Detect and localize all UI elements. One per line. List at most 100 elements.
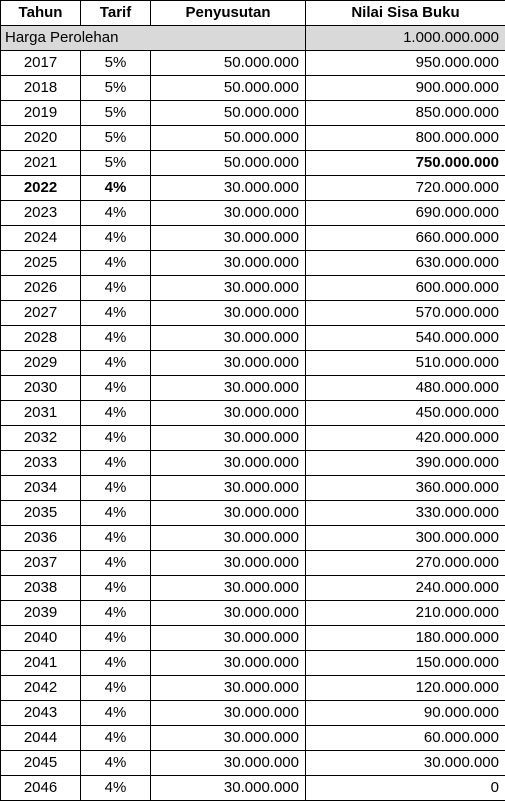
cell-penyusutan: 30.000.000 [151,201,306,226]
cell-tarif: 4% [81,301,151,326]
header-tahun: Tahun [1,1,81,26]
table-row: 20175%50.000.000950.000.000 [1,51,505,76]
cell-penyusutan: 50.000.000 [151,151,306,176]
cell-nilai: 850.000.000 [306,101,505,126]
cell-penyusutan: 30.000.000 [151,476,306,501]
cell-tarif: 4% [81,326,151,351]
table-row: 20454%30.000.00030.000.000 [1,751,505,776]
cell-tahun: 2027 [1,301,81,326]
cell-penyusutan: 30.000.000 [151,701,306,726]
cell-penyusutan: 30.000.000 [151,226,306,251]
cell-nilai: 690.000.000 [306,201,505,226]
cell-tahun: 2037 [1,551,81,576]
cell-tahun: 2034 [1,476,81,501]
cell-nilai: 360.000.000 [306,476,505,501]
cell-nilai: 600.000.000 [306,276,505,301]
cell-tahun: 2042 [1,676,81,701]
cell-nilai: 570.000.000 [306,301,505,326]
cell-tarif: 4% [81,676,151,701]
cell-tahun: 2030 [1,376,81,401]
cell-tahun: 2031 [1,401,81,426]
cell-nilai: 210.000.000 [306,601,505,626]
cell-penyusutan: 30.000.000 [151,526,306,551]
cell-tahun: 2038 [1,576,81,601]
cell-nilai: 540.000.000 [306,326,505,351]
table-row: 20314%30.000.000450.000.000 [1,401,505,426]
table-row: 20414%30.000.000150.000.000 [1,651,505,676]
cell-penyusutan: 30.000.000 [151,451,306,476]
cell-tarif: 4% [81,651,151,676]
cell-tarif: 4% [81,626,151,651]
depreciation-table: Tahun Tarif Penyusutan Nilai Sisa Buku H… [0,0,505,801]
table-row: 20464%30.000.0000 [1,776,505,801]
cell-nilai: 60.000.000 [306,726,505,751]
table-row: 20424%30.000.000120.000.000 [1,676,505,701]
cell-tarif: 4% [81,701,151,726]
cell-nilai: 240.000.000 [306,576,505,601]
header-nilai: Nilai Sisa Buku [306,1,505,26]
cell-nilai: 660.000.000 [306,226,505,251]
table-row: 20374%30.000.000270.000.000 [1,551,505,576]
cell-tarif: 4% [81,451,151,476]
cell-nilai: 90.000.000 [306,701,505,726]
cell-nilai: 900.000.000 [306,76,505,101]
cell-tahun: 2029 [1,351,81,376]
cell-tahun: 2033 [1,451,81,476]
cell-nilai: 270.000.000 [306,551,505,576]
table-row: 20185%50.000.000900.000.000 [1,76,505,101]
cell-nilai: 300.000.000 [306,526,505,551]
cell-nilai: 120.000.000 [306,676,505,701]
table-row: 20434%30.000.00090.000.000 [1,701,505,726]
cell-nilai: 450.000.000 [306,401,505,426]
cell-nilai: 510.000.000 [306,351,505,376]
cell-penyusutan: 30.000.000 [151,426,306,451]
cell-penyusutan: 30.000.000 [151,176,306,201]
cell-tarif: 4% [81,476,151,501]
cell-nilai: 630.000.000 [306,251,505,276]
cell-nilai: 750.000.000 [306,151,505,176]
cell-penyusutan: 30.000.000 [151,551,306,576]
cell-nilai: 720.000.000 [306,176,505,201]
cell-penyusutan: 30.000.000 [151,751,306,776]
header-penyusutan: Penyusutan [151,1,306,26]
table-row: 20205%50.000.000800.000.000 [1,126,505,151]
cell-nilai: 390.000.000 [306,451,505,476]
table-row: 20354%30.000.000330.000.000 [1,501,505,526]
table-row: 20274%30.000.000570.000.000 [1,301,505,326]
cell-tarif: 4% [81,276,151,301]
cell-penyusutan: 30.000.000 [151,576,306,601]
cell-tahun: 2020 [1,126,81,151]
cell-penyusutan: 30.000.000 [151,626,306,651]
cell-penyusutan: 30.000.000 [151,401,306,426]
harga-value: 1.000.000.000 [306,26,505,51]
cell-penyusutan: 30.000.000 [151,776,306,801]
header-tarif: Tarif [81,1,151,26]
cell-nilai: 150.000.000 [306,651,505,676]
cell-tarif: 5% [81,151,151,176]
cell-penyusutan: 50.000.000 [151,126,306,151]
cell-tarif: 5% [81,126,151,151]
cell-tahun: 2045 [1,751,81,776]
table-row: 20244%30.000.000660.000.000 [1,226,505,251]
cell-penyusutan: 30.000.000 [151,301,306,326]
table-row: 20334%30.000.000390.000.000 [1,451,505,476]
table-row: 20264%30.000.000600.000.000 [1,276,505,301]
cell-nilai: 30.000.000 [306,751,505,776]
table-row: 20364%30.000.000300.000.000 [1,526,505,551]
cell-penyusutan: 30.000.000 [151,601,306,626]
cell-nilai: 420.000.000 [306,426,505,451]
cell-tarif: 4% [81,426,151,451]
cell-tahun: 2041 [1,651,81,676]
cell-tarif: 4% [81,226,151,251]
cell-tahun: 2023 [1,201,81,226]
cell-penyusutan: 30.000.000 [151,326,306,351]
cell-tarif: 4% [81,376,151,401]
table-row: 20294%30.000.000510.000.000 [1,351,505,376]
table-header-row: Tahun Tarif Penyusutan Nilai Sisa Buku [1,1,505,26]
cell-tarif: 5% [81,101,151,126]
table-row: 20215%50.000.000750.000.000 [1,151,505,176]
cell-penyusutan: 50.000.000 [151,76,306,101]
cell-penyusutan: 30.000.000 [151,501,306,526]
cell-tarif: 4% [81,501,151,526]
table-row: 20344%30.000.000360.000.000 [1,476,505,501]
